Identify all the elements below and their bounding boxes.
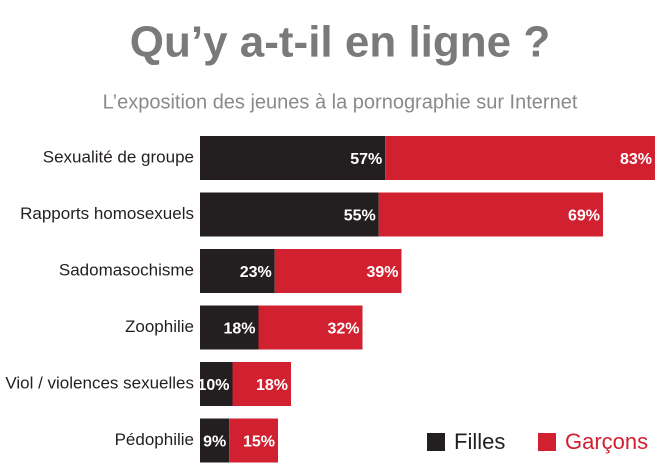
bar-segment xyxy=(200,249,275,293)
legend-label: Filles xyxy=(454,429,505,454)
value-label: 10% xyxy=(197,377,229,394)
legend-swatch xyxy=(427,433,445,451)
value-label: 9% xyxy=(203,434,226,451)
bar-segment xyxy=(385,136,655,180)
value-label: 55% xyxy=(344,208,376,225)
bar-segment xyxy=(200,136,386,180)
legend-label: Garçons xyxy=(565,429,648,454)
value-label: 18% xyxy=(256,377,288,394)
value-label: 39% xyxy=(366,264,398,281)
category-label: Rapports homosexuels xyxy=(20,204,194,223)
category-label: Sadomasochisme xyxy=(59,260,194,279)
value-label: 69% xyxy=(568,208,600,225)
value-label: 57% xyxy=(350,151,382,168)
legend-swatch xyxy=(538,433,556,451)
value-label: 83% xyxy=(620,151,652,168)
chart-title: Qu’y a-t-il en ligne ? xyxy=(130,18,550,67)
value-label: 15% xyxy=(243,434,275,451)
bar-segment xyxy=(200,362,233,406)
bar-segment xyxy=(378,192,603,237)
value-label: 18% xyxy=(223,321,255,338)
bar-segment xyxy=(258,305,363,350)
bar-segment xyxy=(229,418,278,463)
bar-segment xyxy=(200,418,230,463)
category-label: Pédophilie xyxy=(115,430,194,449)
bar-segment xyxy=(274,249,402,293)
category-label: Zoophilie xyxy=(125,317,194,336)
bar-segment xyxy=(232,362,291,406)
chart-subtitle: L’exposition des jeunes à la pornographi… xyxy=(103,91,578,113)
value-label: 23% xyxy=(240,264,272,281)
bar-segment xyxy=(200,305,259,350)
category-label: Viol / violences sexuelles xyxy=(5,373,194,392)
category-label: Sexualité de groupe xyxy=(43,147,194,166)
value-label: 32% xyxy=(327,321,359,338)
bar-segment xyxy=(200,192,379,237)
